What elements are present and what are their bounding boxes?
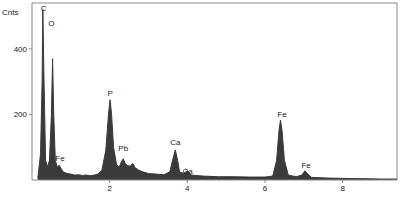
svg-text:200: 200 — [14, 110, 28, 119]
svg-text:Ca: Ca — [170, 138, 181, 147]
svg-text:6: 6 — [263, 184, 268, 193]
html-text:Cnts: Cnts — [2, 8, 19, 17]
svg-text:Pb: Pb — [118, 144, 128, 153]
svg-text:Ca: Ca — [183, 167, 194, 176]
svg-text:8: 8 — [340, 184, 345, 193]
svg-text:Fe: Fe — [277, 110, 287, 119]
svg-text:Fe: Fe — [55, 154, 65, 163]
svg-text:400: 400 — [14, 45, 28, 54]
svg-text:C: C — [41, 4, 47, 13]
svg-text:2: 2 — [107, 184, 112, 193]
svg-text:4: 4 — [185, 184, 190, 193]
svg-text:Fe: Fe — [301, 161, 311, 170]
svg-text:O: O — [48, 19, 54, 28]
svg-text:P: P — [107, 89, 112, 98]
